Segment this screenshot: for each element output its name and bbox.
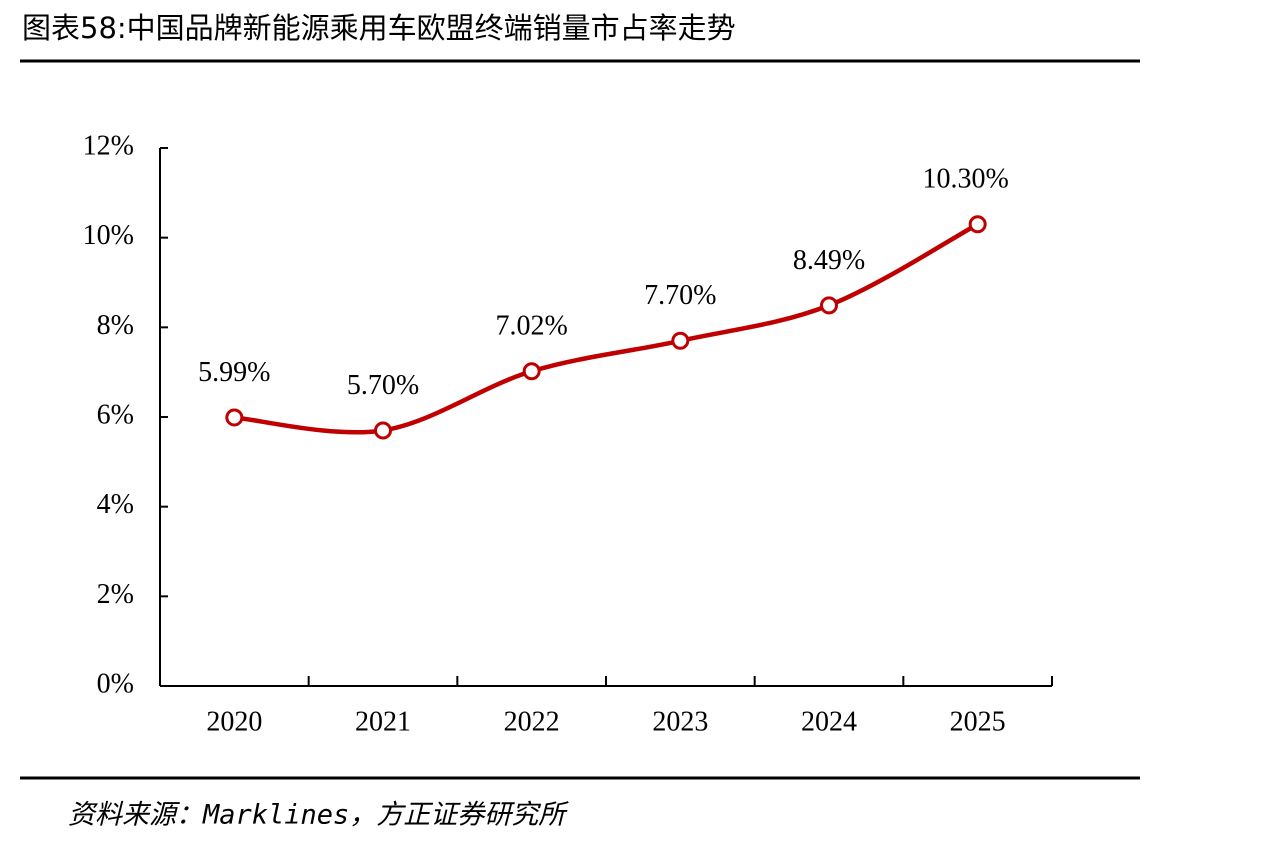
x-tick-label: 2020 bbox=[206, 706, 262, 737]
y-tick-label: 8% bbox=[97, 310, 134, 341]
series-line bbox=[234, 222, 979, 435]
source-note: 资料来源：Marklines，方正证券研究所 bbox=[68, 800, 569, 831]
y-tick-label: 12% bbox=[83, 130, 134, 161]
data-label: 5.70% bbox=[347, 370, 419, 401]
point-marker bbox=[671, 331, 690, 350]
y-tick-label: 4% bbox=[97, 489, 134, 520]
chart-title: 图表58:中国品牌新能源乘用车欧盟终端销量市占率走势 bbox=[22, 11, 736, 45]
y-tick-label: 10% bbox=[83, 220, 134, 251]
data-label: 8.49% bbox=[793, 245, 865, 276]
x-tick-label: 2022 bbox=[504, 706, 560, 737]
y-tick-label: 6% bbox=[97, 399, 134, 430]
data-label: 7.70% bbox=[644, 280, 716, 311]
point-marker bbox=[225, 408, 244, 427]
y-tick-label: 0% bbox=[97, 668, 134, 699]
point-marker bbox=[820, 296, 838, 315]
y-tick-label: 2% bbox=[97, 579, 134, 610]
data-label: 5.99% bbox=[198, 357, 270, 388]
x-tick-label: 2024 bbox=[801, 706, 857, 737]
x-tick-label: 2021 bbox=[355, 706, 411, 737]
point-marker bbox=[522, 362, 541, 381]
point-marker bbox=[968, 215, 987, 234]
point-marker bbox=[374, 421, 392, 440]
data-label: 10.30% bbox=[923, 164, 1009, 195]
x-tick-label: 2025 bbox=[950, 706, 1006, 737]
data-label: 7.02% bbox=[496, 311, 568, 342]
x-tick-label: 2023 bbox=[652, 706, 708, 737]
